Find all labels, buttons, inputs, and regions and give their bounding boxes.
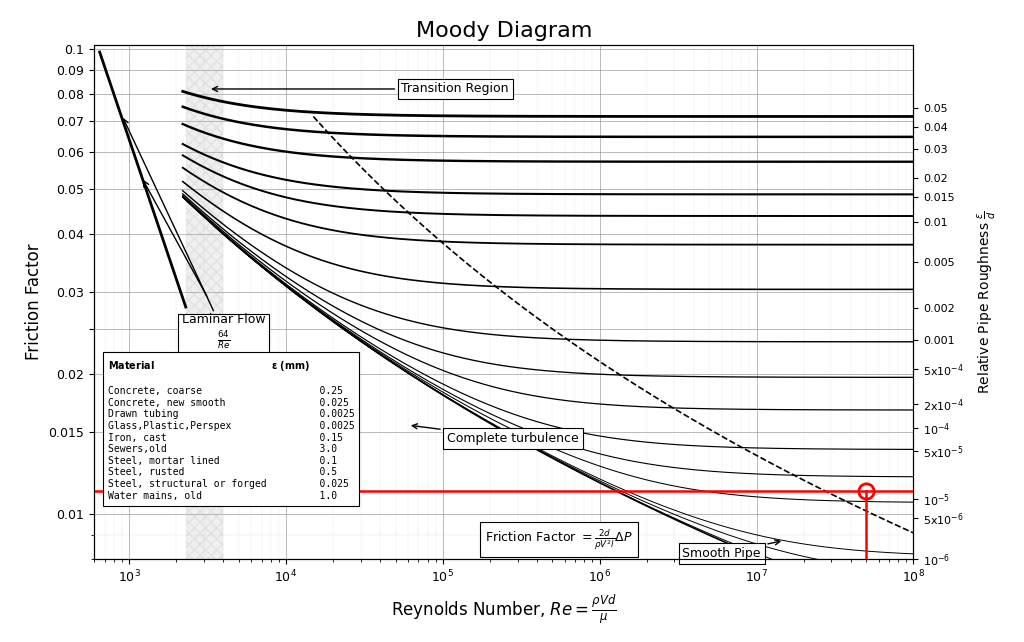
Title: Moody Diagram: Moody Diagram xyxy=(416,21,592,40)
Text: Friction Factor $= \frac{2d}{\rho V^2 l}\Delta P$: Friction Factor $= \frac{2d}{\rho V^2 l}… xyxy=(485,527,633,551)
Text: Laminar Flow
$\frac{64}{Re}$: Laminar Flow $\frac{64}{Re}$ xyxy=(124,119,265,351)
Text: Complete turbulence: Complete turbulence xyxy=(413,424,579,445)
Text: $\bf{Material}$                    $\bf{\varepsilon\ (mm)}$

Concrete, coarse   : $\bf{Material}$ $\bf{\varepsilon\ (mm)}$… xyxy=(108,359,354,501)
X-axis label: Reynolds Number, $Re = \frac{\rho V d}{\mu}$: Reynolds Number, $Re = \frac{\rho V d}{\… xyxy=(391,593,616,625)
Text: Smooth Pipe: Smooth Pipe xyxy=(682,540,780,560)
Y-axis label: Friction Factor: Friction Factor xyxy=(25,243,43,360)
Y-axis label: Relative Pipe Roughness $\frac{\varepsilon}{d}$: Relative Pipe Roughness $\frac{\varepsil… xyxy=(975,210,997,394)
Text: Transition Region: Transition Region xyxy=(213,82,509,96)
Bar xyxy=(185,45,223,559)
